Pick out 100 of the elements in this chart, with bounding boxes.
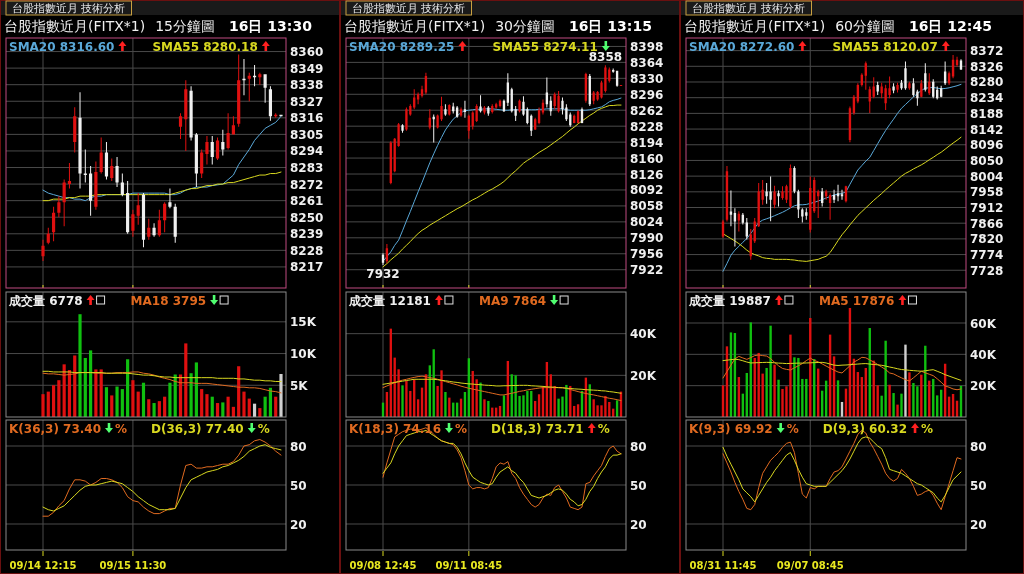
candlestick: [205, 135, 209, 165]
candlestick: [263, 74, 267, 103]
bar: [279, 373, 283, 417]
bar: [51, 385, 56, 417]
y-tick-label: 8360: [290, 45, 324, 60]
candlestick: [104, 141, 109, 180]
candlestick: [89, 166, 93, 216]
text: MA9 7864: [478, 294, 547, 308]
text: MA18 3795: [130, 294, 207, 308]
candlestick: [136, 193, 140, 225]
y-tick-label: 50: [290, 478, 307, 493]
y-tick-label: 80: [290, 439, 307, 454]
chart-subtitle: 30分鐘圖: [495, 18, 555, 34]
y-tick-label: 7728: [970, 263, 1004, 278]
y-tick-label: 80: [970, 439, 987, 454]
candlestick: [57, 196, 61, 218]
text: 台股指數近月 技術分析: [352, 2, 466, 15]
line-series: [722, 136, 962, 262]
candlestick: [401, 124, 404, 133]
bar: [41, 394, 45, 417]
bar: [157, 401, 161, 417]
text: MA5 17876: [818, 294, 895, 308]
annotation: 7932: [366, 267, 400, 282]
candlestick: [817, 189, 820, 219]
line-series: [382, 378, 622, 394]
candlestick: [557, 91, 560, 113]
candlestick: [210, 135, 214, 165]
candlestick: [110, 158, 114, 182]
candlestick: [51, 206, 56, 242]
candlestick: [483, 106, 486, 115]
candlestick: [173, 203, 177, 243]
bar: [777, 379, 780, 417]
y-tick-label: 8217: [290, 260, 324, 275]
bar: [115, 386, 119, 417]
y-tick-label: 8250: [290, 210, 324, 225]
bar: [89, 350, 93, 417]
line-series: [722, 83, 962, 272]
y-tick-label: 8330: [630, 71, 664, 86]
candlestick: [252, 65, 257, 87]
series-label: D(36,3) 77.40: [151, 422, 244, 436]
y-tick-label: 8239: [290, 227, 324, 242]
y-tick-label: 50: [630, 478, 647, 493]
candlestick: [789, 164, 792, 209]
line-series: [42, 370, 282, 382]
candlestick: [152, 223, 156, 237]
y-tick-label: 20K: [630, 368, 657, 383]
y-tick-label: 8050: [970, 153, 1004, 168]
bar: [200, 389, 204, 417]
candlestick: [896, 82, 899, 93]
candlestick: [824, 189, 828, 200]
y-tick-label: 8004: [970, 169, 1004, 184]
candlestick: [455, 106, 459, 118]
bar: [514, 375, 517, 417]
bar: [781, 388, 784, 417]
bar: [401, 385, 404, 417]
chart-subtitle: 60分鐘圖: [835, 18, 895, 34]
x-tick-label: 08/31 11:45: [689, 560, 757, 571]
bar: [904, 344, 907, 417]
bar: [205, 394, 209, 417]
candlestick: [221, 129, 225, 156]
candlestick: [592, 91, 595, 105]
bar: [73, 355, 77, 417]
candlestick: [773, 185, 776, 209]
candlestick: [904, 61, 907, 90]
y-tick-label: 7990: [630, 231, 664, 246]
y-tick-label: 8188: [970, 106, 1004, 121]
y-tick-label: 8296: [630, 87, 664, 102]
x-tick-label: 09/14 12:15: [9, 560, 77, 571]
candlestick: [99, 137, 103, 174]
candlestick: [163, 202, 167, 233]
bar: [908, 372, 911, 417]
chart-title: 台股指數近月(FITX*1): [344, 18, 486, 34]
candlestick: [126, 181, 130, 234]
candlestick: [157, 209, 161, 237]
x-tick-label: 09/07 08:45: [776, 560, 844, 571]
y-tick-label: 7956: [630, 247, 664, 262]
candlestick: [828, 193, 832, 220]
candlestick: [242, 59, 246, 96]
bar: [916, 386, 919, 417]
bar: [221, 402, 225, 417]
x-tick-label: 09/08 12:45: [349, 560, 417, 571]
y-tick-label: 8096: [970, 138, 1004, 153]
bar: [769, 325, 772, 417]
line-series: [382, 375, 622, 402]
candlestick: [420, 85, 424, 98]
text: 台股指數近月 技術分析: [12, 2, 126, 15]
candlestick: [41, 239, 45, 261]
candlestick: [268, 86, 273, 121]
text: 16日 12:45: [908, 18, 992, 34]
candlestick: [487, 106, 490, 116]
chart-subtitle: 15分鐘圖: [155, 18, 215, 34]
y-tick-label: 8262: [630, 103, 664, 118]
bar: [405, 380, 408, 417]
y-tick-label: 20: [290, 517, 307, 532]
annotation: %: [921, 422, 934, 436]
candlestick: [876, 81, 879, 95]
y-tick-label: 20: [630, 517, 647, 532]
candlestick: [46, 227, 50, 245]
bar: [110, 395, 114, 417]
bar: [147, 399, 151, 417]
